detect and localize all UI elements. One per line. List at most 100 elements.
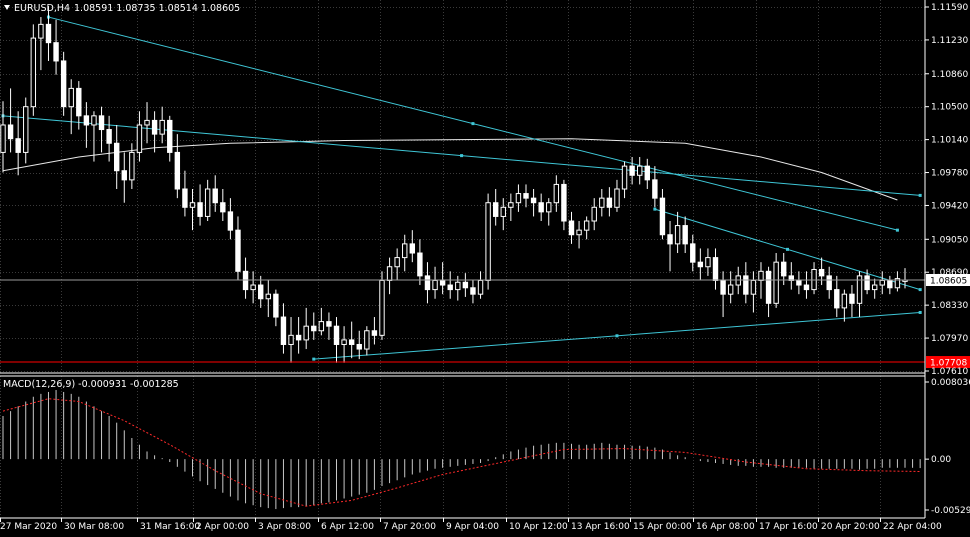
candle-body-bull xyxy=(455,281,461,291)
candle-body-bear xyxy=(697,261,704,268)
candle-body-bear xyxy=(197,202,203,217)
candle-body-bear xyxy=(849,293,855,304)
macd-tick-label: 0.00 xyxy=(931,455,951,465)
trendline-anchor[interactable] xyxy=(471,122,475,126)
candle-body-bear xyxy=(15,138,21,153)
candle-body-bear xyxy=(629,165,635,176)
candle-body-bull xyxy=(758,270,764,281)
candles xyxy=(0,6,908,363)
candle-body-bear xyxy=(121,170,127,181)
time-axis[interactable]: 27 Mar 2020 30 Mar 08:00 31 Mar 16:002 Apr… xyxy=(0,518,942,532)
candle-body-bull xyxy=(159,119,165,135)
candle-body-bear xyxy=(326,321,332,327)
time-tick-label: 22 Apr 04:00 xyxy=(883,522,942,532)
candle-body-bear xyxy=(76,87,82,117)
candle-body-bear xyxy=(803,284,810,291)
candle-body-bull xyxy=(91,115,97,126)
candle-body-bull xyxy=(576,229,582,236)
candle-body-bear xyxy=(720,279,726,295)
candle-body-bull xyxy=(705,257,711,268)
candle-body-bull xyxy=(841,293,848,309)
candle-body-bear xyxy=(151,119,158,135)
candle-body-bull xyxy=(129,151,135,181)
candle-body-bear xyxy=(765,270,772,304)
trendline-anchor[interactable] xyxy=(918,288,922,292)
support-price-label: 1.07708 xyxy=(930,359,967,369)
candle-body-bear xyxy=(470,287,476,295)
price-tick-label: 1.10140 xyxy=(931,136,968,146)
support-price-box xyxy=(926,356,970,369)
candle-body-bear xyxy=(227,211,234,231)
trendline-anchor[interactable] xyxy=(895,228,899,232)
macd-indicator xyxy=(2,390,921,510)
time-tick-label: 17 Apr 16:00 xyxy=(759,522,818,532)
candle-body-bull xyxy=(23,106,29,153)
candle-body-bull xyxy=(546,202,552,213)
candle-body-bull xyxy=(250,284,256,291)
candle-body-bull xyxy=(394,257,400,268)
dropdown-triangle-icon[interactable] xyxy=(4,5,10,10)
candle-body-bear xyxy=(53,42,59,62)
trendline-anchor[interactable] xyxy=(786,247,790,251)
macd-tick-label: -0.005298 xyxy=(931,506,970,516)
price-levels: 1.08605 1.07708 xyxy=(0,274,970,369)
candle-body-bear xyxy=(864,275,870,291)
candle-body-bull xyxy=(364,330,370,350)
candle-body-bear xyxy=(652,179,658,199)
trendline-anchor[interactable] xyxy=(312,357,316,361)
candle-body-bull xyxy=(144,119,150,126)
macd-axis: 0.008036 0.00 -0.005298 xyxy=(925,378,970,516)
price-axis[interactable]: 1.11590 1.11230 1.10860 1.10500 1.10140 1.097… xyxy=(925,3,968,377)
candle-body-bull xyxy=(591,206,597,222)
time-tick-label: 2 Apr 00:00 xyxy=(196,522,249,532)
price-tick-label: 1.09780 xyxy=(931,169,968,179)
price-tick-label: 1.10860 xyxy=(931,70,968,80)
time-tick-label: 9 Apr 04:00 xyxy=(446,522,499,532)
candle-body-bull xyxy=(0,124,6,153)
candle-body-bull xyxy=(879,279,885,286)
candle-body-bear xyxy=(462,281,469,289)
candle-body-bear xyxy=(568,220,575,236)
trendline-anchor[interactable] xyxy=(918,310,922,314)
time-tick-label: 31 Mar 16:00 xyxy=(140,522,200,532)
candle-body-bull xyxy=(38,23,44,39)
candle-body-bear xyxy=(220,202,226,213)
candle-body-bull xyxy=(485,202,491,281)
trendline-anchor[interactable] xyxy=(653,207,657,211)
candle-body-bull xyxy=(515,193,522,204)
symbol-label[interactable]: EURUSD,H4 xyxy=(14,3,70,14)
candle-body-bull xyxy=(189,202,196,208)
ohlc-label: 1.08591 1.08735 1.08514 1.08605 xyxy=(74,3,240,14)
trendline-anchor[interactable] xyxy=(918,193,922,197)
candle-body-bull xyxy=(477,279,484,295)
time-tick-label: 30 Mar 08:00 xyxy=(64,522,124,532)
price-tick-label: 1.07610 xyxy=(931,367,968,377)
candle-body-bear xyxy=(182,188,188,208)
candle-body-bear xyxy=(409,243,416,254)
candle-body-bull xyxy=(637,165,643,176)
time-tick-label: 27 Mar 2020 xyxy=(0,522,57,532)
candle-body-bull xyxy=(68,87,74,108)
candle-body-bear xyxy=(712,257,719,281)
trendline-anchor[interactable] xyxy=(615,334,619,338)
candle-body-bear xyxy=(818,268,825,277)
candle-body-bull xyxy=(136,124,143,153)
candle-body-bull xyxy=(674,225,681,245)
price-tick-label: 1.11230 xyxy=(931,36,968,46)
candle-body-bear xyxy=(311,325,317,332)
price-tick-label: 1.09420 xyxy=(931,201,968,211)
candle-body-bull xyxy=(379,279,385,336)
candle-body-bear xyxy=(98,115,105,131)
candle-body-bear xyxy=(212,188,218,204)
candle-body-bear xyxy=(167,119,173,153)
candle-body-bull xyxy=(303,325,309,341)
candle-body-bull xyxy=(750,279,757,295)
candle-body-bull xyxy=(773,261,779,304)
candle-body-bear xyxy=(235,229,241,272)
time-tick-label: 6 Apr 12:00 xyxy=(321,522,374,532)
trendline-anchor[interactable] xyxy=(460,154,464,158)
time-tick-label: 15 Apr 00:00 xyxy=(633,522,692,532)
time-tick-label: 16 Apr 08:00 xyxy=(696,522,755,532)
